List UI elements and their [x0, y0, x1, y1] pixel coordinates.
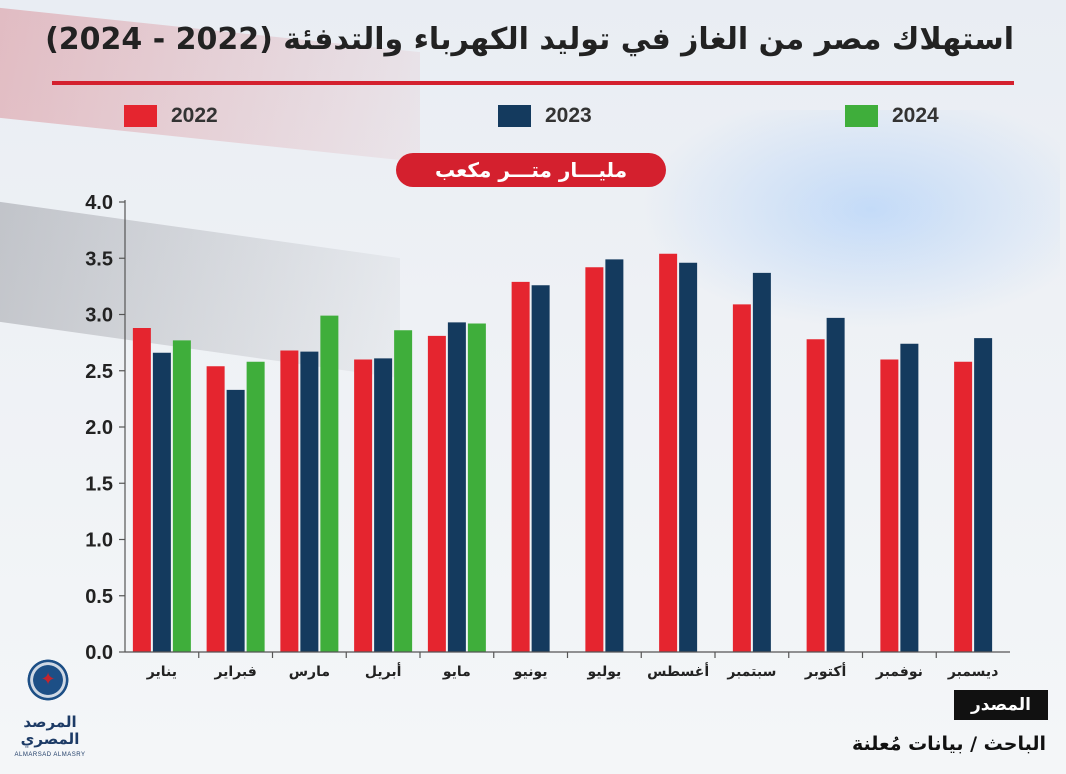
bar-2023	[374, 358, 393, 652]
background-lightning-glow	[640, 110, 1060, 330]
legend-swatch-2023	[498, 105, 531, 127]
legend-label-2023: 2023	[545, 104, 592, 127]
bar-2024	[246, 361, 265, 652]
bar-2022	[427, 335, 446, 652]
y-tick-label: 0.0	[85, 642, 113, 664]
bar-2024	[172, 340, 191, 652]
bar-2023	[300, 351, 319, 652]
bar-2023	[226, 389, 245, 652]
x-axis: يناير فبراير مارس أبريل مايو يونيو يوليو أغسطس س…	[125, 651, 1010, 680]
bars	[132, 253, 993, 652]
bar-2023	[605, 259, 624, 652]
x-tick-label: ديسمبر	[947, 664, 999, 680]
legend-swatch-2024	[845, 105, 878, 127]
legend-swatch-2022	[124, 105, 157, 127]
chart-title: استهلاك مصر من الغاز في توليد الكهرباء و…	[45, 22, 1014, 57]
y-tick-label: 2.5	[85, 361, 113, 383]
source-heading: المصدر	[954, 690, 1048, 720]
legend-label-2022: 2022	[171, 104, 218, 127]
legend-item-2022: 2022	[124, 104, 218, 128]
x-tick-label: نوفمبر	[875, 664, 923, 680]
logo-name: المرصد المصري	[10, 714, 90, 748]
y-tick-label: 4.0	[85, 192, 113, 214]
bar-2023	[531, 285, 550, 652]
bar-2022	[280, 350, 299, 652]
x-tick-label: أغسطس	[647, 662, 709, 680]
source-text: الباحث / بيانات مُعلنة	[851, 733, 1046, 755]
y-tick-label: 1.5	[85, 473, 113, 495]
globe-icon	[22, 654, 74, 706]
y-tick-label: 3.0	[85, 305, 113, 327]
y-tick-label: 3.5	[85, 248, 113, 270]
x-tick-label: يناير	[146, 664, 177, 680]
logo: ✦ المرصد المصري ALMARSAD ALMASRY	[10, 650, 90, 770]
x-tick-label: أبريل	[365, 662, 402, 680]
bar-2022	[511, 281, 530, 652]
y-tick-label: 1.0	[85, 530, 113, 552]
y-tick-label: 0.5	[85, 586, 113, 608]
logo-subtitle: ALMARSAD ALMASRY	[14, 752, 86, 758]
bar-2023	[974, 338, 993, 652]
logo-name-line1: المرصد	[23, 713, 77, 731]
y-axis: 0.0 0.5 1.0 1.5 2.0 2.5 3.0 3.5 4.0	[85, 192, 126, 664]
bar-2024	[320, 315, 339, 652]
x-tick-label: مايو	[442, 664, 471, 680]
bar-2022	[206, 366, 225, 652]
bar-2022	[354, 359, 373, 652]
bar-2022	[732, 304, 751, 652]
bar-2022	[659, 253, 678, 652]
bar-2022	[954, 361, 973, 652]
compass-star-icon: ✦	[40, 669, 56, 690]
bar-2023	[447, 322, 466, 652]
legend-item-2023: 2023	[498, 104, 592, 128]
title-underline	[52, 81, 1014, 85]
x-tick-label: يونيو	[513, 664, 548, 680]
y-tick-label: 2.0	[85, 417, 113, 439]
logo-name-line2: المصري	[20, 730, 80, 748]
bar-2023	[826, 317, 845, 652]
bar-2023	[152, 352, 171, 652]
unit-label: مليـــار متـــر مكعب	[396, 153, 666, 187]
legend: 2022 2023 2024	[0, 104, 1066, 134]
legend-label-2024: 2024	[892, 104, 939, 127]
bar-2024	[467, 323, 486, 652]
x-tick-label: يوليو	[586, 664, 621, 680]
bar-2022	[132, 328, 151, 652]
x-tick-label: فبراير	[213, 664, 256, 680]
bar-2023	[900, 343, 919, 652]
bar-2022	[880, 359, 899, 652]
bar-2022	[585, 267, 604, 652]
x-tick-label: سبتمبر	[726, 664, 776, 680]
bar-2023	[679, 262, 698, 652]
x-tick-label: مارس	[289, 664, 330, 680]
x-tick-label: أكتوبر	[804, 662, 846, 680]
bar-2024	[394, 330, 413, 652]
bar-2023	[752, 272, 771, 652]
legend-item-2024: 2024	[845, 104, 939, 128]
bar-2022	[806, 339, 825, 652]
